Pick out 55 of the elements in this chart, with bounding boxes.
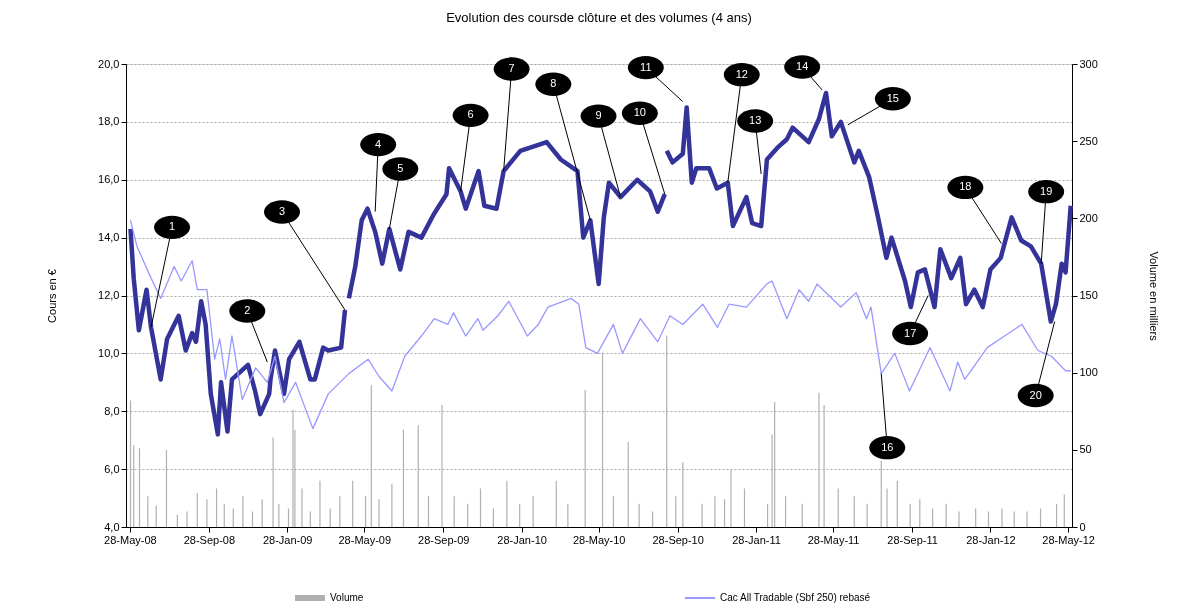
- annotation: 17: [904, 326, 917, 339]
- x-tick-label: 28-May-11: [807, 533, 860, 546]
- x-tick-label: 28-Jan-09: [262, 533, 313, 546]
- annotation: 11: [640, 60, 652, 73]
- y-tick-label: 8,0: [104, 404, 120, 417]
- annotation: 20: [1029, 388, 1042, 401]
- annotation: 8: [550, 77, 557, 90]
- x-tick-label: 28-Sep-08: [183, 533, 236, 546]
- annotation: 6: [467, 108, 474, 121]
- y-tick-label: 10,0: [98, 346, 120, 359]
- line-series: [129, 219, 1072, 430]
- annotation: 5: [397, 161, 404, 174]
- x-tick-label: 28-May-09: [338, 533, 392, 546]
- annotation: 4: [375, 137, 382, 150]
- x-tick-label: 28-May-08: [104, 533, 157, 546]
- x-tick-label: 28-May-12: [1042, 533, 1095, 546]
- annotation: 7: [508, 62, 515, 75]
- y2-axis-title: Volume en milliers: [1147, 251, 1160, 342]
- annotation: 14: [796, 60, 809, 73]
- annotation: 19: [1040, 184, 1053, 197]
- x-tick-label: 28-May-10: [572, 533, 626, 546]
- y2-tick-label: 250: [1079, 134, 1098, 147]
- x-tick-label: 28-Sep-11: [887, 533, 938, 546]
- x-tick-label: 28-Jan-12: [966, 533, 1016, 546]
- x-tick-label: 28-Sep-09: [418, 533, 470, 546]
- y2-tick-label: 300: [1079, 57, 1098, 70]
- legend-label: Cac All Tradable (Sbf 250) rebasé: [720, 592, 871, 603]
- x-tick-label: 28-Jan-10: [497, 533, 547, 546]
- x-tick-label: 28-Jan-11: [732, 533, 781, 546]
- legend-label: Volume: [330, 592, 364, 603]
- annotation: 9: [595, 109, 602, 122]
- x-tick-label: 28-Sep-10: [652, 533, 704, 546]
- y-tick-label: 16,0: [98, 173, 120, 186]
- annotation: 3: [278, 204, 286, 217]
- y-tick-label: 6,0: [104, 462, 120, 475]
- y-tick-label: 4,0: [104, 520, 120, 533]
- annotation: 1: [168, 220, 176, 233]
- y-tick-label: 12,0: [98, 289, 120, 301]
- y2-tick-label: 150: [1079, 289, 1098, 301]
- y2-tick-label: 0: [1079, 520, 1086, 533]
- y-axis-title: Cours en €: [46, 269, 59, 323]
- annotation: 15: [886, 91, 899, 104]
- annotation: 12: [735, 67, 748, 80]
- y2-tick-label: 200: [1079, 211, 1098, 224]
- annotation: 13: [749, 113, 762, 126]
- annotation: 2: [244, 304, 251, 317]
- y2-tick-label: 50: [1079, 443, 1092, 456]
- annotation: 18: [959, 180, 972, 193]
- y2-tick-label: 100: [1079, 366, 1098, 379]
- y-tick-label: 20,0: [98, 57, 120, 70]
- y-tick-label: 18,0: [98, 115, 120, 128]
- annotation: 10: [633, 106, 646, 119]
- chart-title: Evolution des coursde clôture et des volumes (4 ans): [446, 10, 752, 26]
- y-tick-label: 14,0: [98, 231, 120, 244]
- annotation: 16: [881, 440, 894, 453]
